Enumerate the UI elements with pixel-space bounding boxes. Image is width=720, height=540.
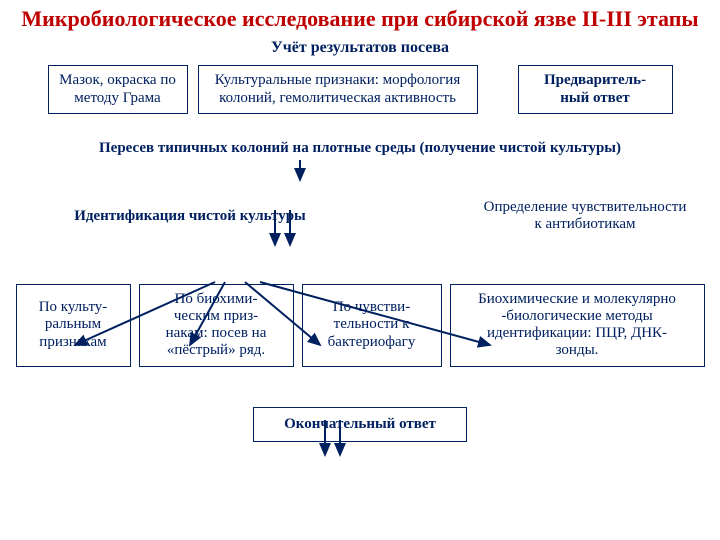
text-antibiotic-sensitivity: Определение чувствительности к антибиоти…	[480, 199, 690, 234]
row-3: Идентификация чистой культуры Определени…	[0, 199, 720, 234]
row-2: Пересев типичных колоний на плотные сред…	[0, 140, 720, 157]
box-bacteriophage: По чувстви-тельности к бактериофагу	[302, 284, 442, 367]
row-4: По культу-ральным признакам По биохими-ч…	[0, 284, 720, 367]
row-1: Мазок, окраска по методу Грама Культурал…	[0, 65, 720, 114]
diagram-title: Микробиологическое исследование при сиби…	[0, 0, 720, 33]
diagram-subtitle: Учёт результатов посева	[0, 39, 720, 57]
text-reseeding: Пересев типичных колоний на плотные сред…	[20, 140, 700, 157]
box-smear-gram: Мазок, окраска по методу Грама	[48, 65, 188, 114]
text-identification: Идентификация чистой культуры	[30, 199, 350, 234]
box-cultural-signs: Культуральные признаки: морфология колон…	[198, 65, 478, 114]
box-cultural: По культу-ральным признакам	[16, 284, 131, 367]
box-final-answer: Окончательный ответ	[253, 407, 467, 442]
row-final: Окончательный ответ	[0, 407, 720, 442]
box-biochemical: По биохими-ческим приз-накам: посев на «…	[139, 284, 294, 367]
box-molecular: Биохимические и молекулярно -биологическ…	[450, 284, 705, 367]
box-preliminary-answer: Предваритель-ный ответ	[518, 65, 673, 114]
